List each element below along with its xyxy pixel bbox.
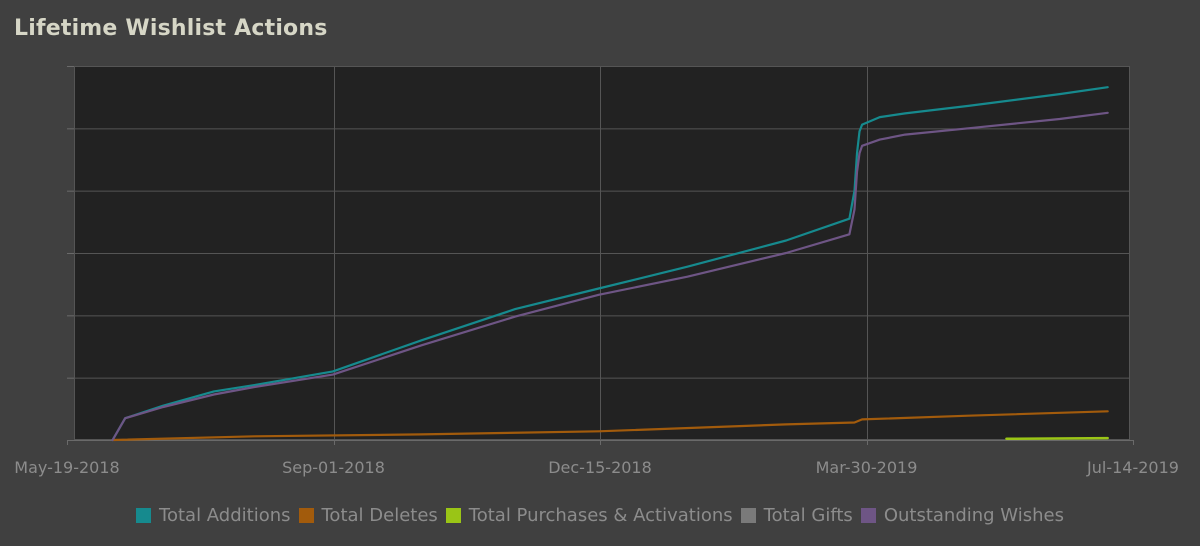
- x-tick-label: Jul-14-2019: [1086, 458, 1179, 477]
- legend-item-total-additions[interactable]: Total Additions: [136, 505, 291, 526]
- legend-swatch: [298, 508, 314, 523]
- legend-swatch: [136, 508, 152, 523]
- series-line-outstanding-wishes: [111, 111, 1109, 442]
- legend-label: Total Purchases & Activations: [468, 505, 733, 526]
- x-tick-label: Sep-01-2018: [282, 458, 385, 477]
- legend-label: Total Additions: [159, 505, 291, 526]
- legend-swatch: [445, 508, 461, 523]
- legend-item-total-deletes[interactable]: Total Deletes: [298, 505, 438, 526]
- chart-legend: Total Additions Total Deletes Total Purcha…: [0, 505, 1200, 528]
- legend-item-total-gifts[interactable]: Total Gifts: [740, 505, 853, 526]
- chart-title: Lifetime Wishlist Actions: [14, 16, 328, 41]
- legend-swatch: [740, 508, 756, 523]
- legend-item-total-purchases-activations[interactable]: Total Purchases & Activations: [445, 505, 733, 526]
- legend-item-outstanding-wishes[interactable]: Outstanding Wishes: [860, 505, 1064, 526]
- legend-swatch: [860, 508, 876, 523]
- legend-label: Total Deletes: [321, 505, 438, 526]
- legend-label: Outstanding Wishes: [883, 505, 1064, 526]
- series-line-total-additions: [111, 86, 1109, 442]
- series-line-total-deletes: [111, 410, 1109, 442]
- legend-label: Total Gifts: [763, 505, 853, 526]
- x-tick-label: May-19-2018: [14, 458, 119, 477]
- x-tick-label: Dec-15-2018: [548, 458, 652, 477]
- x-tick-label: Mar-30-2019: [816, 458, 918, 477]
- series-line-total-purchases-activations: [1005, 436, 1109, 441]
- plot-frame: [74, 66, 1130, 440]
